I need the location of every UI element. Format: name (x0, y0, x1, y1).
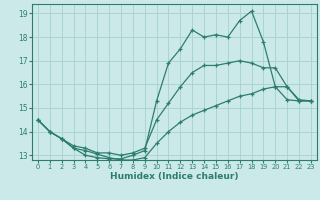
X-axis label: Humidex (Indice chaleur): Humidex (Indice chaleur) (110, 172, 239, 181)
